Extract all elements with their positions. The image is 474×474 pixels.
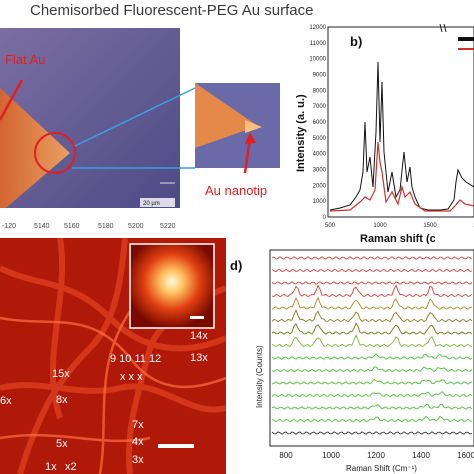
scale-text: 20 µm	[143, 201, 160, 207]
panel-b-chart: b) Intensity (a. u.) Raman shift (c 0 100…	[295, 23, 474, 244]
tip-arrow	[243, 137, 252, 174]
d-trace-14	[271, 431, 473, 435]
d-trace-9	[271, 366, 473, 373]
panel-a-micrograph: Flat Au Au nanotip 20 µm -120 5140 5160 …	[0, 28, 280, 233]
d-trace-4	[271, 296, 473, 310]
b-xtick-500: 500	[325, 223, 336, 229]
b-ytick-0: 0	[323, 215, 327, 221]
scale-bar-c	[158, 444, 194, 448]
b-ytick-2000: 2000	[313, 183, 327, 189]
spectrum-black	[329, 61, 474, 211]
svg-text:5220: 5220	[160, 223, 176, 230]
spectrum-red	[329, 141, 474, 212]
point-6: 6x	[0, 395, 12, 407]
point-7: 7x	[132, 419, 144, 431]
panel-d-ylabel: Intensity (Counts)	[255, 345, 264, 408]
svg-text:5140: 5140	[34, 223, 50, 230]
d-trace-8	[271, 353, 473, 360]
b-ytick-1000: 1000	[313, 199, 327, 205]
point-5: 5x	[56, 438, 68, 450]
b-ytick-9000: 9000	[313, 73, 327, 79]
d-xtick-1200: 1200	[367, 451, 385, 460]
d-trace-1	[271, 268, 473, 273]
d-trace-7	[271, 334, 473, 348]
panel-d-xlabel: Raman Shift (Cm⁻¹)	[346, 464, 417, 473]
point-1: 1x	[45, 461, 57, 473]
b-xtick-1500: 1500	[423, 223, 437, 229]
flat-arrow	[0, 79, 24, 121]
d-xtick-800: 800	[279, 451, 293, 460]
d-trace-12	[271, 403, 473, 410]
axis-ticks-a: -120 5140 5160 5180 5200 5220	[2, 223, 176, 230]
d-trace-0	[271, 256, 473, 260]
point-2: x2	[65, 461, 77, 473]
point-3: 3x	[132, 454, 144, 466]
b-ytick-8000: 8000	[313, 88, 327, 94]
b-xtick-1000: 1000	[373, 223, 387, 229]
point-8: 8x	[56, 394, 68, 406]
d-xtick-1000: 1000	[322, 451, 340, 460]
svg-text:5180: 5180	[98, 223, 114, 230]
zoomed-tip	[195, 83, 258, 148]
svg-text:5200: 5200	[128, 223, 144, 230]
d-trace-6	[271, 322, 473, 335]
b-ytick-6000: 6000	[313, 120, 327, 126]
tip-circle	[34, 132, 76, 174]
d-xtick-1400: 1400	[412, 451, 430, 460]
d-xtick-1600: 1600	[457, 451, 474, 460]
svg-text:-120: -120	[2, 223, 16, 230]
panel-b-xlabel: Raman shift (c	[360, 233, 436, 244]
b-ytick-4000: 4000	[313, 152, 327, 158]
b-ytick-12000: 12000	[309, 25, 326, 31]
au-nanotip-label: Au nanotip	[205, 183, 267, 198]
d-trace-5	[271, 309, 473, 323]
b-ytick-7000: 7000	[313, 104, 327, 110]
d-trace-13	[271, 415, 473, 423]
point-13: 13x	[190, 352, 208, 364]
b-ytick-3000: 3000	[313, 168, 327, 174]
panel-b-ylabel: Intensity (a. u.)	[295, 94, 307, 172]
b-ytick-5000: 5000	[313, 136, 327, 142]
panel-d-label: d)	[230, 258, 242, 273]
svg-text:5160: 5160	[64, 223, 80, 230]
d-trace-10	[271, 378, 473, 385]
point-9-12: 9 10 11 12	[110, 353, 161, 365]
point-14: 14x	[190, 330, 208, 342]
d-trace-2	[271, 281, 473, 285]
flat-au-label: Flat Au	[5, 52, 45, 67]
point-4: 4x	[132, 436, 144, 448]
figure-title: Chemisorbed Fluorescent-PEG Au surface	[30, 2, 314, 19]
inset-image	[129, 243, 215, 329]
panel-c-map: 9 10 11 12 x x x 14x 13x 15x 6x 8x 7x 5x…	[0, 238, 226, 474]
point-xxx: x x x	[120, 371, 143, 383]
d-trace-11	[271, 390, 473, 398]
panel-b-label: b)	[350, 34, 362, 49]
point-15: 15x	[52, 368, 70, 380]
panel-d-chart: d) Intensity (Counts) Raman Shift (Cm⁻¹)…	[230, 249, 474, 473]
d-trace-3	[271, 284, 473, 298]
b-ytick-10000: 10000	[309, 57, 326, 63]
b-ytick-11000: 11000	[310, 41, 327, 47]
